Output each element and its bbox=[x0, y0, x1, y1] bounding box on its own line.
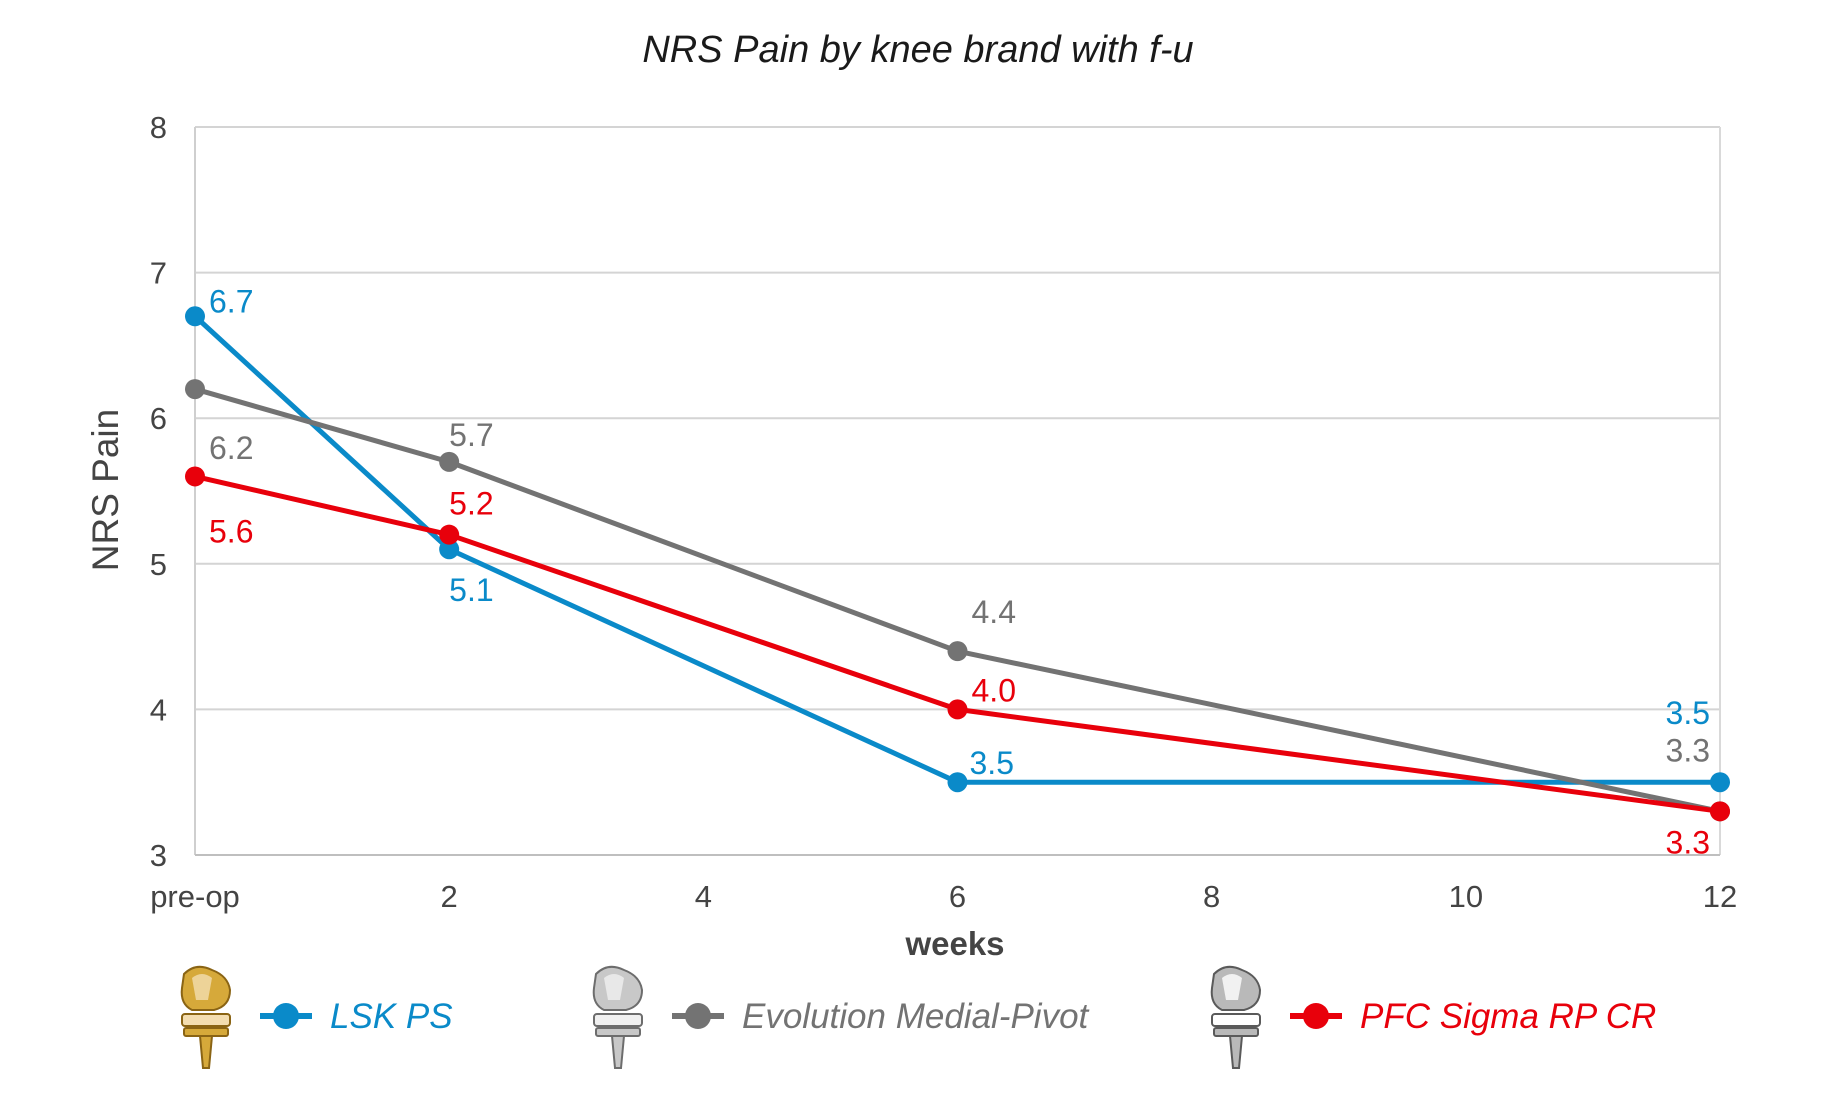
data-label: 6.2 bbox=[209, 430, 253, 466]
series-lines bbox=[185, 306, 1730, 822]
data-point bbox=[439, 451, 460, 472]
gold-knee-implant-icon bbox=[180, 965, 232, 1069]
data-label: 5.2 bbox=[449, 486, 493, 522]
series-line-1 bbox=[194, 386, 1721, 814]
y-tick-label: 4 bbox=[150, 692, 167, 727]
y-tick-label: 6 bbox=[150, 401, 167, 436]
x-tick-label: 6 bbox=[949, 879, 966, 914]
data-label: 6.7 bbox=[209, 283, 253, 319]
legend-label: Evolution Medial-Pivot bbox=[742, 997, 1090, 1036]
silver-knee-implant-icon bbox=[592, 965, 644, 1069]
x-tick-label: 8 bbox=[1203, 879, 1220, 914]
x-tick-label: 12 bbox=[1703, 879, 1737, 914]
data-label: 5.7 bbox=[449, 417, 493, 453]
y-axis-title: NRS Pain bbox=[85, 409, 126, 571]
data-point bbox=[439, 524, 460, 545]
x-tick-label: 4 bbox=[695, 879, 712, 914]
data-point bbox=[185, 466, 205, 487]
gridlines bbox=[195, 126, 1720, 856]
chrome-knee-implant-icon bbox=[1210, 965, 1262, 1069]
data-label: 3.5 bbox=[1666, 695, 1710, 731]
data-point bbox=[185, 306, 205, 327]
y-tick-label: 3 bbox=[150, 838, 167, 873]
chart-title: NRS Pain by knee brand with f-u bbox=[642, 29, 1193, 71]
series-line-0 bbox=[193, 314, 1720, 785]
data-point bbox=[439, 539, 460, 560]
legend: LSK PS Evolution Medial-Pivot PFC Sigma RP… bbox=[180, 965, 1656, 1069]
data-label: 3.3 bbox=[1666, 732, 1710, 768]
x-axis-title: weeks bbox=[904, 925, 1004, 962]
data-label: 5.6 bbox=[209, 513, 253, 549]
x-tick-label: 2 bbox=[441, 879, 458, 914]
data-label: 5.1 bbox=[449, 572, 493, 608]
y-tick-label: 8 bbox=[150, 110, 167, 145]
data-labels: 6.7 5.1 3.5 3.5 6.2 5.7 4.4 3.3 5.6 5.2 4.0 3.3 bbox=[209, 283, 1710, 860]
data-point bbox=[1710, 801, 1730, 822]
data-label: 3.5 bbox=[970, 745, 1014, 781]
data-label: 4.4 bbox=[972, 594, 1016, 630]
y-tick-label: 5 bbox=[150, 547, 167, 582]
data-point bbox=[1710, 772, 1730, 793]
axes: 3 4 5 6 7 8 pre-op 2 4 6 8 10 12 bbox=[150, 110, 1737, 914]
data-point bbox=[947, 641, 968, 662]
y-tick-label: 7 bbox=[150, 256, 167, 291]
data-label: 3.3 bbox=[1666, 824, 1710, 860]
data-point bbox=[947, 699, 968, 720]
data-point bbox=[947, 772, 968, 793]
x-tick-label: 10 bbox=[1449, 879, 1483, 914]
legend-label: PFC Sigma RP CR bbox=[1360, 997, 1656, 1036]
legend-marker-1 bbox=[685, 1003, 711, 1029]
legend-label: LSK PS bbox=[330, 997, 453, 1036]
x-tick-label: pre-op bbox=[150, 879, 240, 914]
data-point bbox=[185, 379, 205, 400]
data-label: 4.0 bbox=[972, 672, 1016, 708]
series-line-2 bbox=[194, 474, 1721, 814]
legend-marker-2 bbox=[1303, 1003, 1329, 1029]
legend-marker-0 bbox=[273, 1003, 299, 1029]
